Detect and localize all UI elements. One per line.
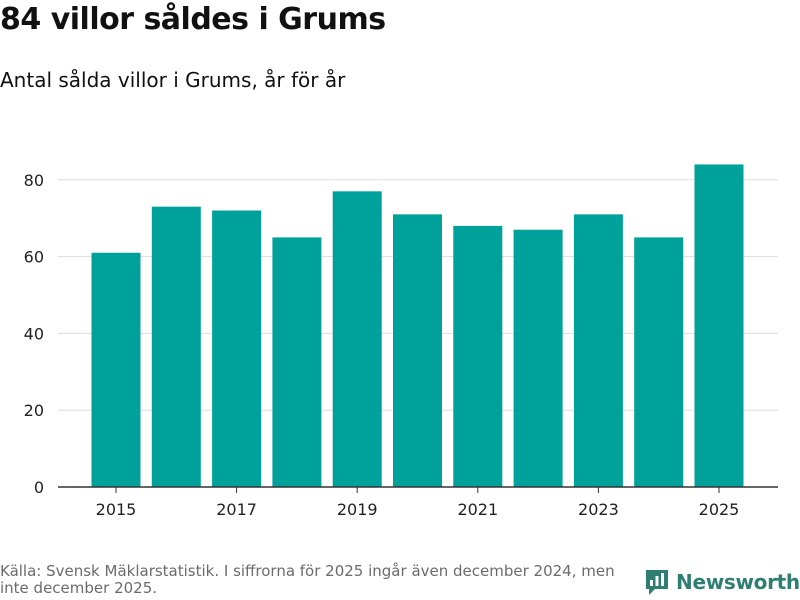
bar-chart: 0 20 40 60 80 2015 2017 2019 2021 2023 2025 [24,164,778,519]
bar-2016 [151,206,201,487]
y-tick-label-20: 20 [24,401,44,420]
bar-2021 [453,225,503,487]
y-tick-label-80: 80 [24,171,44,190]
x-tick-label-2015: 2015 [96,500,137,519]
source-note: Källa: Svensk Mäklarstatistik. I siffror… [0,562,615,597]
chart-title: 84 villor såldes i Grums [0,2,386,37]
axes: 0 20 40 60 80 2015 2017 2019 2021 2023 2025 [24,171,778,519]
bar-2022 [513,229,563,487]
bars [91,164,744,488]
y-tick-label-60: 60 [24,248,44,267]
newsworthy-logo: Newsworthy [644,568,800,596]
chart-subtitle: Antal sålda villor i Grums, år för år [0,68,346,92]
bar-2024 [634,237,684,487]
bar-2019 [332,191,382,487]
bar-2018 [272,237,322,487]
x-tick-label-2021: 2021 [457,500,498,519]
y-tick-label-0: 0 [34,478,44,497]
x-tick-label-2017: 2017 [216,500,257,519]
bar-2015 [91,252,141,487]
x-tick-label-2019: 2019 [337,500,378,519]
newsworthy-logo-icon [646,570,668,595]
x-tick-label-2023: 2023 [578,500,619,519]
bar-2025 [694,164,744,487]
y-tick-label-40: 40 [24,324,44,343]
brand-name: Newsworthy [676,570,800,594]
bar-2023 [573,214,623,488]
bar-2020 [393,214,442,488]
bar-2017 [212,210,262,487]
x-tick-label-2025: 2025 [699,500,740,519]
